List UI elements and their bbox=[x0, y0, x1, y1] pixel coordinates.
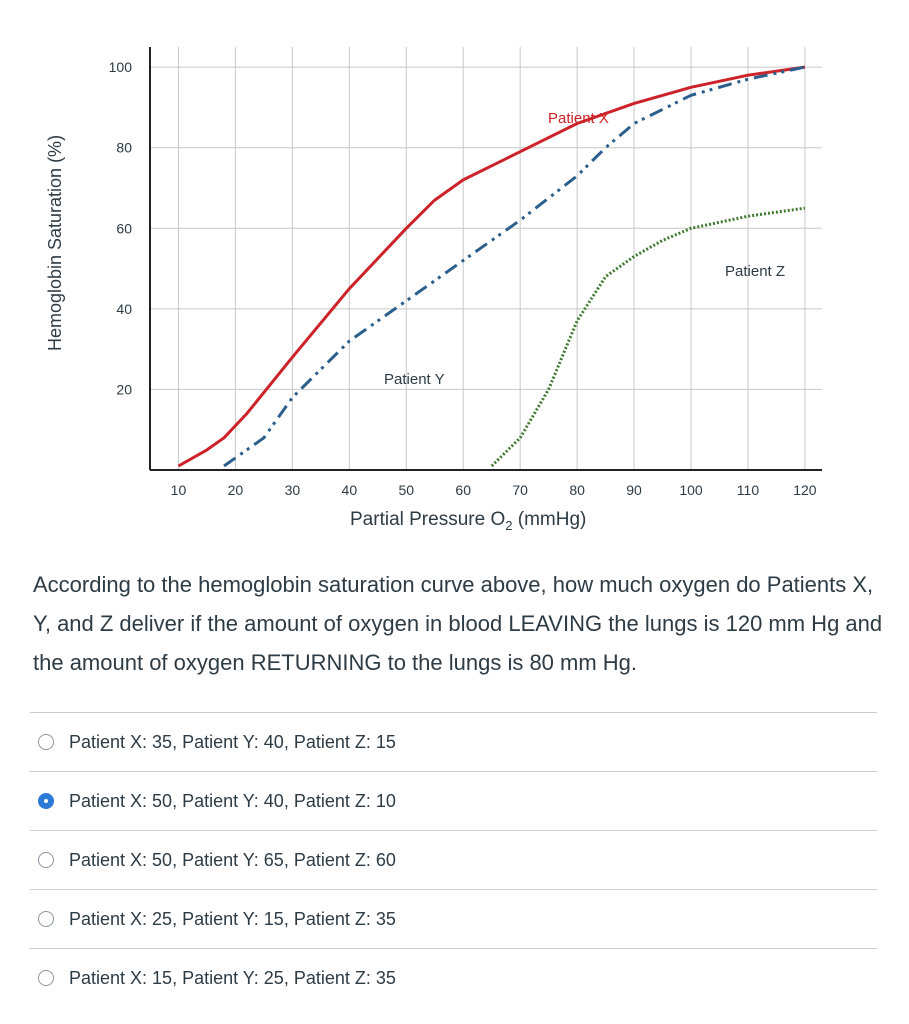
radio-button-4[interactable] bbox=[38, 911, 54, 927]
answer-list: Patient X: 35, Patient Y: 40, Patient Z:… bbox=[30, 712, 877, 1007]
chart-grid bbox=[150, 47, 822, 470]
answer-option-1[interactable]: Patient X: 35, Patient Y: 40, Patient Z:… bbox=[30, 712, 877, 771]
x-tick-label-50: 50 bbox=[398, 482, 414, 498]
y-tick-label-40: 40 bbox=[116, 301, 132, 317]
question-text: According to the hemoglobin saturation c… bbox=[33, 572, 883, 675]
answer-option-2[interactable]: Patient X: 50, Patient Y: 40, Patient Z:… bbox=[30, 771, 877, 830]
x-tick-label-90: 90 bbox=[626, 482, 642, 498]
answer-label-4: Patient X: 25, Patient Y: 15, Patient Z:… bbox=[69, 908, 396, 929]
series-line-patient-x bbox=[177, 65, 806, 468]
x-tick-label-70: 70 bbox=[512, 482, 528, 498]
series-label-patient-y: Patient Y bbox=[384, 371, 445, 388]
radio-button-2[interactable] bbox=[38, 793, 54, 809]
chart-ticks: 10 20 30 40 50 60 70 80 90 100 110 120 20 40 60 80 100 bbox=[109, 59, 817, 498]
x-tick-label-80: 80 bbox=[569, 482, 585, 498]
series-line-patient-z bbox=[490, 206, 806, 468]
radio-button-1[interactable] bbox=[38, 734, 54, 750]
radio-button-3[interactable] bbox=[38, 852, 54, 868]
answer-option-3[interactable]: Patient X: 50, Patient Y: 65, Patient Z:… bbox=[30, 830, 877, 889]
y-tick-label-100: 100 bbox=[109, 59, 133, 75]
x-tick-label-110: 110 bbox=[737, 482, 760, 498]
y-tick-label-80: 80 bbox=[116, 140, 132, 156]
y-tick-label-20: 20 bbox=[116, 381, 132, 397]
radio-button-5[interactable] bbox=[38, 970, 54, 986]
answer-label-5: Patient X: 15, Patient Y: 25, Patient Z:… bbox=[69, 967, 396, 988]
answer-label-2: Patient X: 50, Patient Y: 40, Patient Z:… bbox=[69, 790, 396, 811]
chart-axes bbox=[149, 47, 822, 471]
x-tick-label-20: 20 bbox=[228, 482, 244, 498]
answer-option-4[interactable]: Patient X: 25, Patient Y: 15, Patient Z:… bbox=[30, 889, 877, 948]
series-line-patient-y bbox=[223, 65, 806, 468]
x-tick-label-30: 30 bbox=[285, 482, 301, 498]
saturation-chart: 10 20 30 40 50 60 70 80 90 100 110 120 20 40 60 80 100 P… bbox=[45, 47, 822, 533]
series-label-patient-z: Patient Z bbox=[725, 263, 785, 280]
x-tick-label-60: 60 bbox=[455, 482, 471, 498]
x-tick-label-10: 10 bbox=[171, 482, 187, 498]
y-tick-label-60: 60 bbox=[116, 220, 132, 236]
answer-option-5[interactable]: Patient X: 15, Patient Y: 25, Patient Z:… bbox=[30, 948, 877, 1007]
answer-label-3: Patient X: 50, Patient Y: 65, Patient Z:… bbox=[69, 849, 396, 870]
chart-series bbox=[177, 65, 806, 468]
answer-label-1: Patient X: 35, Patient Y: 40, Patient Z:… bbox=[69, 731, 396, 752]
x-tick-label-120: 120 bbox=[793, 482, 817, 498]
x-tick-label-100: 100 bbox=[679, 482, 703, 498]
x-axis-label: Partial Pressure O2 (mmHg) bbox=[350, 509, 586, 533]
y-axis-label: Hemoglobin Saturation (%) bbox=[45, 135, 65, 351]
series-label-patient-x: Patient X bbox=[548, 110, 609, 127]
x-tick-label-40: 40 bbox=[342, 482, 358, 498]
